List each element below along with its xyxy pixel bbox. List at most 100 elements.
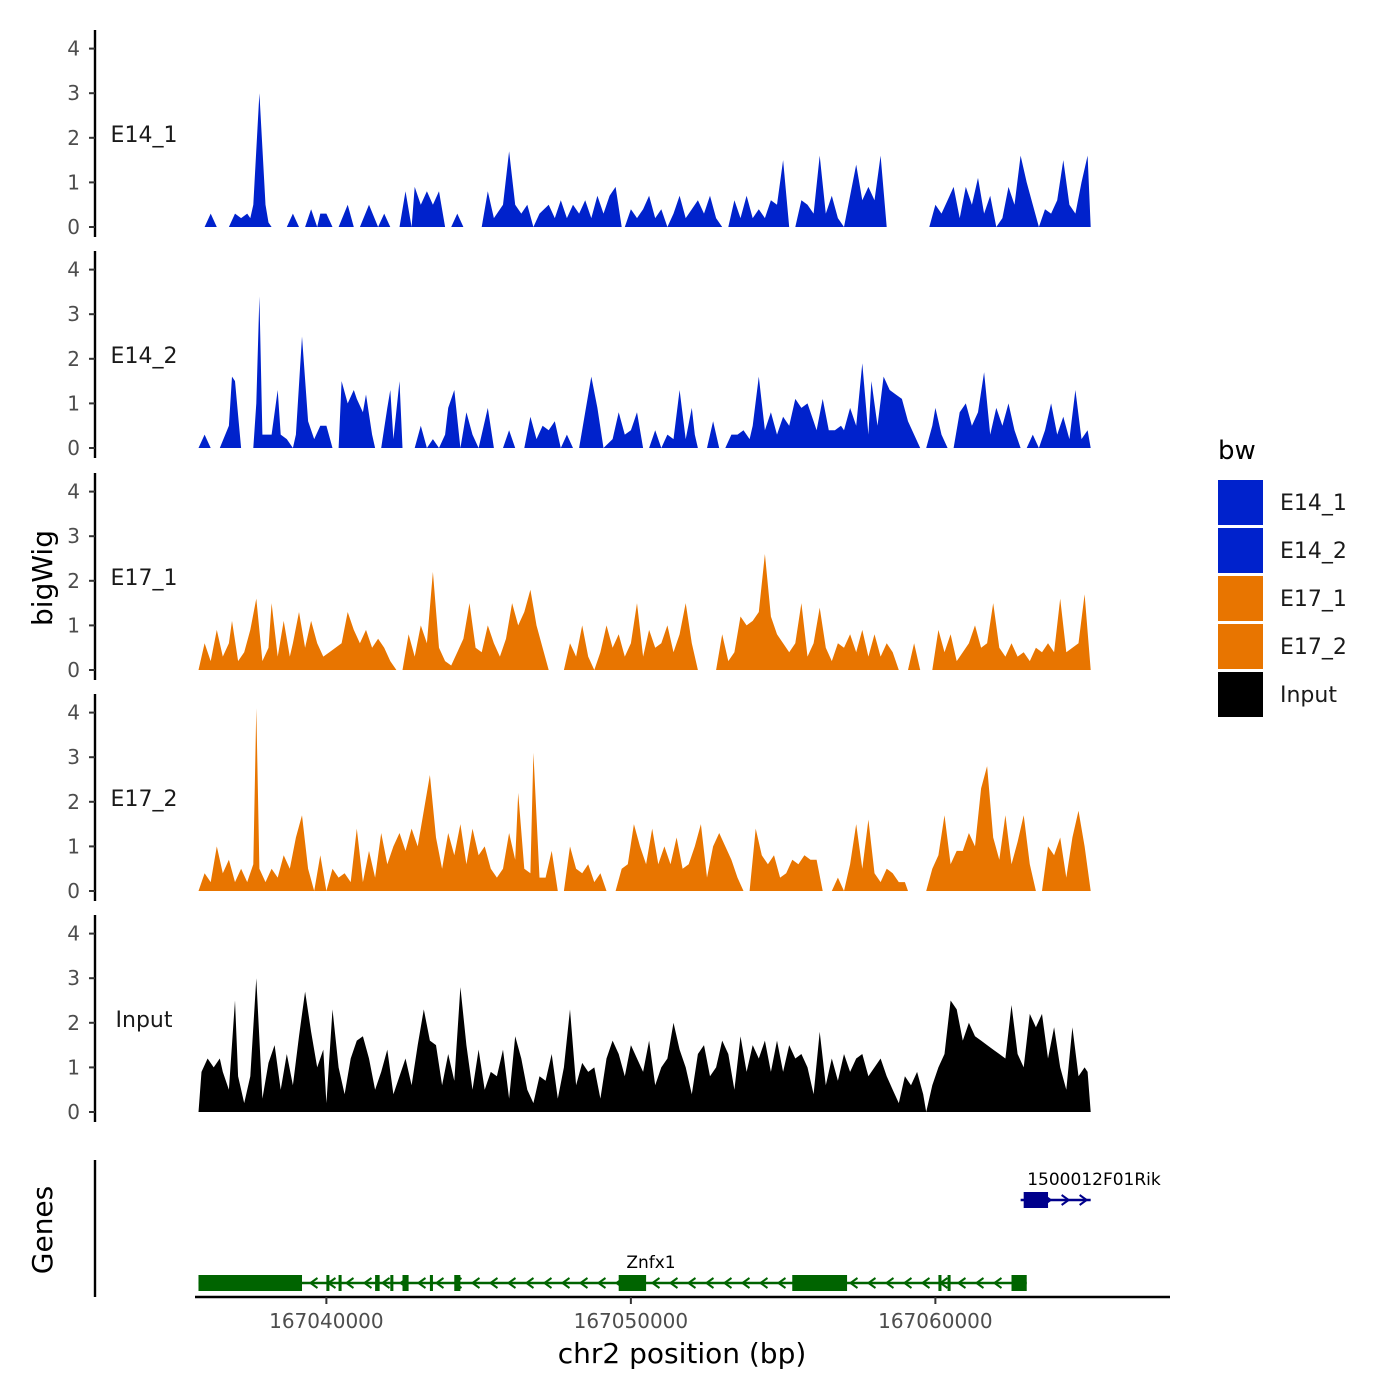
strand-arrow [380,1277,391,1289]
y-tick-label: 2 [67,1011,80,1035]
exon-block [326,1275,330,1291]
coverage-area [926,766,1036,891]
y-tick-label: 4 [67,480,80,504]
y-tick-label: 2 [67,347,80,371]
track-label: E14_2 [111,344,178,369]
strand-arrow [1061,1194,1071,1206]
y-tick-label: 1 [67,1055,80,1079]
track-E14_1: 0 1 2 3 4 E14_1 [67,30,1091,239]
coverage-area [725,363,921,448]
genes-track-title: Genes [26,1186,59,1274]
strand-arrow [560,1277,571,1289]
y-tick-label: 0 [67,436,80,460]
track-label: Input [116,1008,173,1033]
coverage-area [932,594,1091,670]
coverage-area [414,390,494,448]
y-tick-label: 2 [67,569,80,593]
y-tick-label: 1 [67,613,80,637]
strand-arrow [1079,1194,1089,1206]
y-axis-title: bigWig [26,530,59,626]
strand-arrow [740,1277,751,1289]
coverage-area [926,407,948,448]
coverage-area [908,643,921,670]
y-tick-label: 0 [67,215,80,239]
x-tick-label: 167060000 [878,1309,993,1333]
coverage-area [624,195,723,227]
y-tick-label: 3 [67,745,80,769]
strand-arrow [668,1277,679,1289]
strand-arrow [866,1277,877,1289]
strand-arrow [992,1277,1003,1289]
track-label: E17_2 [111,787,178,812]
strand-arrow [848,1277,859,1289]
strand-arrow [722,1277,733,1289]
strand-arrow [974,1277,985,1289]
strand-arrow [470,1277,481,1289]
y-tick-label: 4 [67,922,80,946]
gene-Znfx1: Znfx1 [198,1253,1027,1291]
strand-arrow [758,1277,769,1289]
coverage-area [198,978,1091,1112]
coverage-area [402,571,549,670]
track-label: E17_1 [111,566,178,591]
gene-label: 1500012F01Rik [1027,1170,1161,1190]
legend-label: E14_1 [1280,491,1347,516]
track-E17_1: 0 1 2 3 4 E17_1 [67,473,1091,682]
coverage-area [524,416,573,448]
strand-arrow [488,1277,499,1289]
y-tick-label: 3 [67,81,80,105]
strand-arrow [578,1277,589,1289]
strand-arrow [704,1277,715,1289]
y-tick-label: 1 [67,170,80,194]
coverage-area [198,434,211,448]
exon-block [947,1275,951,1291]
coverage-area [503,430,516,448]
coverage-area [563,603,698,670]
y-tick-label: 0 [67,1100,80,1124]
legend-label: E17_2 [1280,635,1347,660]
exon-block [375,1275,380,1291]
legend-label: E14_2 [1280,539,1347,564]
y-tick-label: 3 [67,302,80,326]
y-tick-label: 4 [67,701,80,725]
legend-title: bw [1218,436,1256,466]
x-tick-label: 167040000 [269,1309,384,1333]
coverage-area [579,376,644,448]
strand-arrow [650,1277,661,1289]
coverage-area [615,824,744,891]
coverage-area [338,381,376,448]
legend-swatch [1218,672,1263,717]
coverage-area [831,819,908,891]
exon-block [938,1275,942,1291]
coverage-area [481,151,622,227]
coverage-tracks: 0 1 2 3 4 E14_1 0 1 2 3 4 E14_2 0 1 2 3 4 E17_1 0 1 2 3 4 E17_2… [67,30,1091,1124]
exon-block [429,1275,433,1291]
exon-block [618,1275,647,1291]
track-E17_2: 0 1 2 3 4 E17_2 [67,694,1091,903]
strand-arrow [506,1277,517,1289]
x-tick-label: 167050000 [574,1309,689,1333]
gene-1500012F01Rik: 1500012F01Rik [1020,1170,1161,1208]
coverage-area [286,186,446,227]
x-axis-title: chr2 position (bp) [558,1337,807,1370]
coverage-area [1042,810,1091,891]
strand-arrow [884,1277,895,1289]
legend-swatch [1218,624,1263,669]
strand-arrow [344,1277,355,1289]
y-tick-label: 4 [67,37,80,61]
coverage-area [707,421,720,448]
y-tick-label: 2 [67,790,80,814]
legend-label: E17_1 [1280,587,1347,612]
strand-arrow [362,1277,373,1289]
coverage-area [198,598,397,670]
exon-block [402,1275,409,1291]
exon-block [338,1275,342,1291]
strand-arrow [776,1277,787,1289]
track-Input: 0 1 2 3 4 Input [67,915,1091,1124]
track-E14_2: 0 1 2 3 4 E14_2 [67,251,1091,460]
exon-block [454,1275,461,1291]
coverage-area [953,372,1021,448]
legend-swatch [1218,576,1263,621]
y-tick-label: 0 [67,879,80,903]
y-tick-label: 3 [67,524,80,548]
